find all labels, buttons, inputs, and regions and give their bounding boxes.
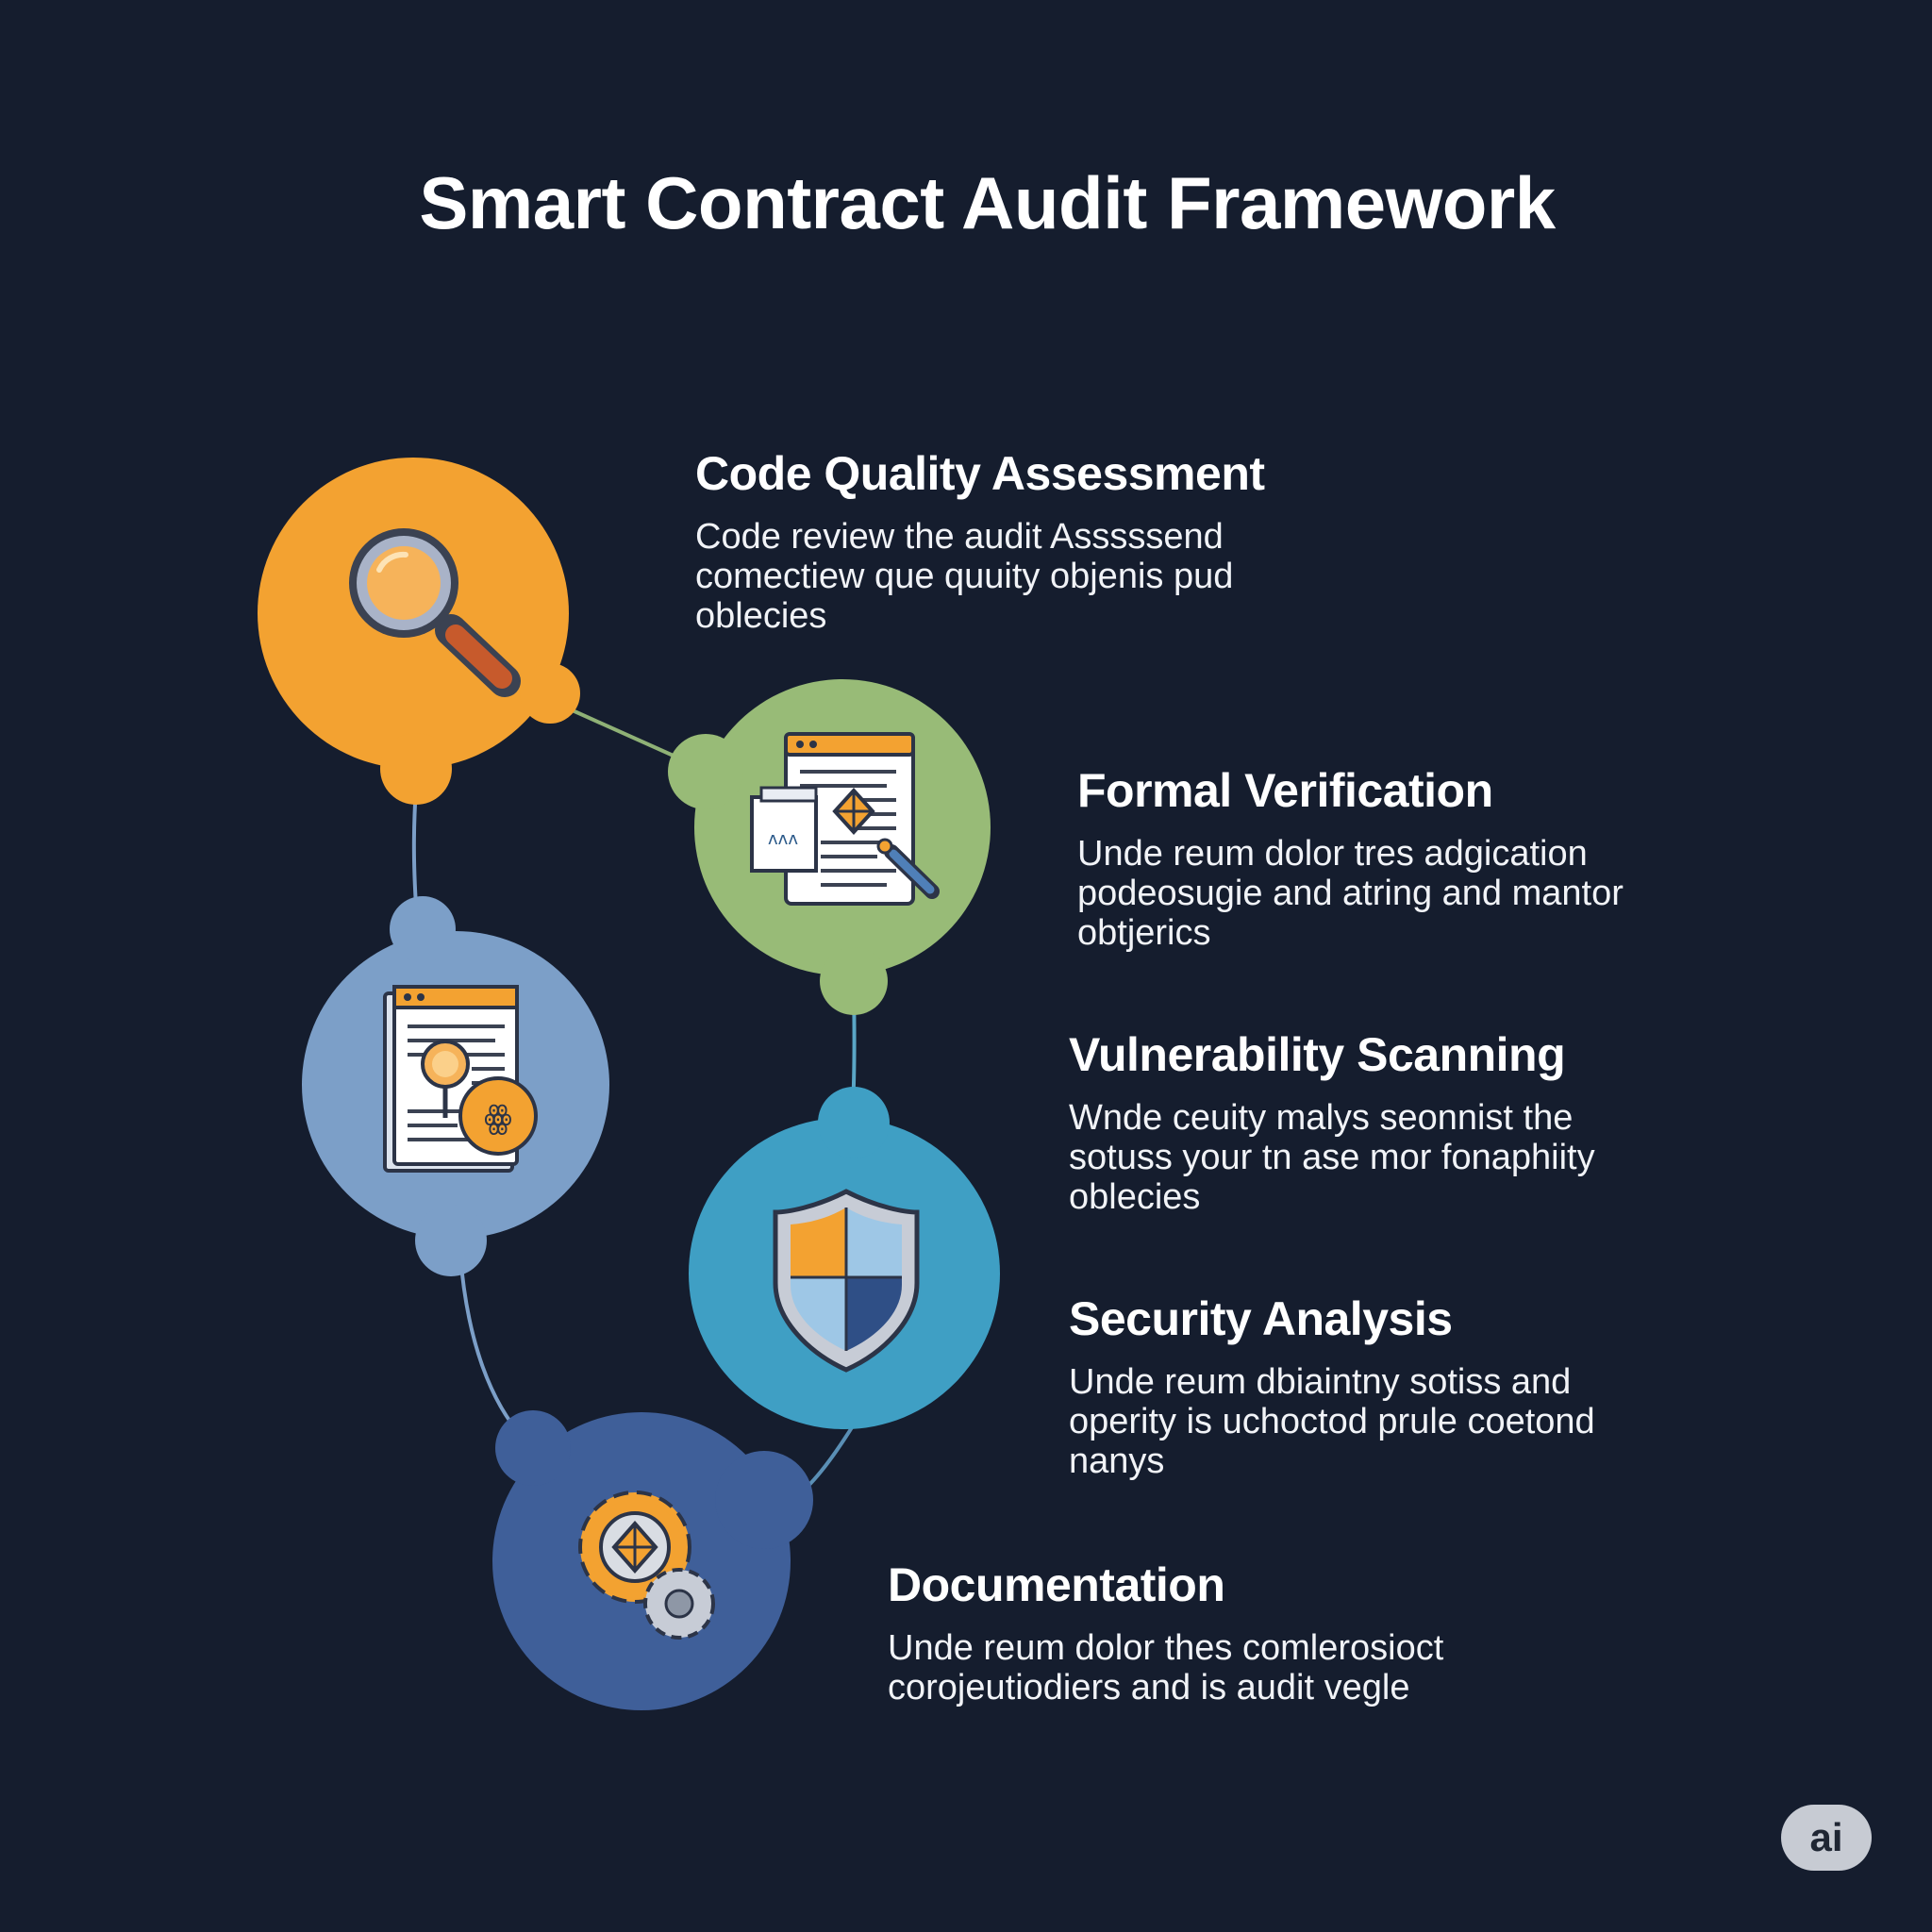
- page-title: Smart Contract Audit Framework: [419, 161, 1556, 244]
- step-description: Code review the audit Asssssend comectie…: [695, 517, 1234, 636]
- document-bug-icon: ꙮ: [383, 985, 538, 1173]
- shield-icon: [773, 1189, 920, 1373]
- step-title: Security Analysis: [1069, 1292, 1453, 1345]
- step-2: Formal Verification Unde reum dolor tres…: [1077, 762, 1690, 953]
- step-3: Vulnerability Scanning Wnde ceuity malys…: [1069, 1026, 1682, 1217]
- step-description: Wnde ceuity malys seonnist the sotuss yo…: [1069, 1098, 1595, 1217]
- gears-icon: [578, 1491, 715, 1640]
- svg-text:ꙮ: ꙮ: [484, 1099, 512, 1137]
- step-node-5: [492, 1410, 813, 1710]
- step-4: Security Analysis Unde reum dbiaintny so…: [1069, 1291, 1682, 1481]
- step-description: Unde reum dolor thes comlerosioct coroje…: [888, 1628, 1444, 1707]
- magnifier-icon: [349, 528, 521, 697]
- step-title: Documentation: [888, 1558, 1225, 1611]
- code-document-icon: ᴧᴧᴧ: [750, 732, 940, 906]
- step-title: Vulnerability Scanning: [1069, 1028, 1566, 1081]
- step-node-1: [258, 458, 580, 805]
- svg-text:ᴧᴧᴧ: ᴧᴧᴧ: [768, 829, 798, 849]
- step-5: Documentation Unde reum dolor thes comle…: [888, 1557, 1567, 1707]
- step-node-2: ᴧᴧᴧ: [668, 679, 991, 1015]
- step-node-3: ꙮ: [302, 896, 609, 1276]
- step-node-4: [689, 1087, 1000, 1429]
- ai-badge: ai: [1781, 1805, 1872, 1871]
- step-description: Unde reum dbiaintny sotiss and operity i…: [1069, 1362, 1595, 1481]
- step-description: Unde reum dolor tres adgication podeosug…: [1077, 834, 1624, 953]
- step-title: Formal Verification: [1077, 764, 1493, 817]
- step-1: Code Quality Assessment Code review the …: [695, 445, 1356, 636]
- step-title: Code Quality Assessment: [695, 447, 1265, 500]
